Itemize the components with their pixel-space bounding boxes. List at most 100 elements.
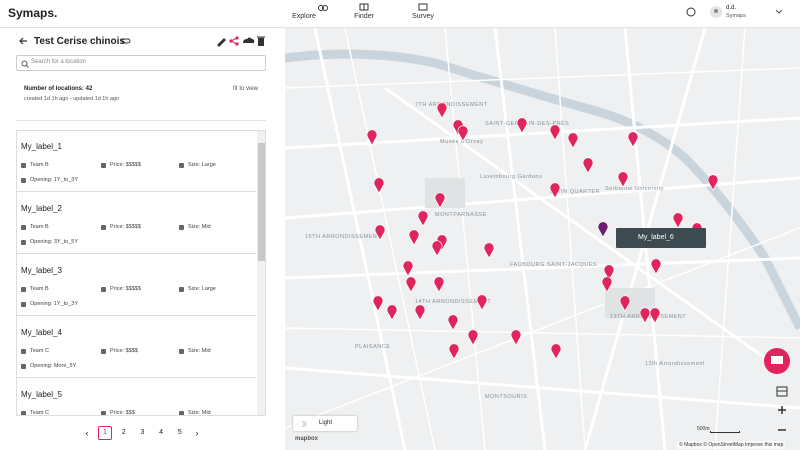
mapbox-logo: mapbox (295, 436, 319, 442)
attribution[interactable]: © Mapbox © OpenStreetMap Improve this ma… (677, 441, 786, 449)
scroll-thumb[interactable] (258, 143, 265, 261)
map-pin[interactable] (447, 314, 459, 331)
toolbar-icons[interactable] (215, 35, 267, 47)
item-price: Price: $$$ (110, 410, 135, 416)
list-item[interactable]: My_label_1 Team B Price: $$$$$ Size: Large O… (17, 134, 256, 192)
map-pin[interactable] (434, 192, 446, 209)
field-icon (21, 178, 26, 183)
dropdown-icon[interactable] (775, 9, 783, 15)
nav-finder[interactable]: Finder (354, 13, 374, 20)
map-label: Sorbonne University (605, 186, 664, 192)
item-size: Size: Large (188, 162, 216, 168)
style-select[interactable]: Light (293, 416, 357, 431)
page-button[interactable]: 5 (177, 429, 182, 436)
list-item[interactable]: My_label_3 Team B Price: $$$$$ Size: Large O… (17, 258, 256, 316)
map-pin[interactable] (436, 102, 448, 119)
field-icon (21, 240, 26, 245)
map-pin[interactable] (650, 258, 662, 275)
map-pin[interactable] (476, 294, 488, 311)
map-pin[interactable] (601, 276, 613, 293)
map-pin[interactable] (414, 304, 426, 321)
divider (16, 120, 266, 121)
search-box[interactable]: Search for a location (16, 55, 266, 71)
style-toggle[interactable] (297, 420, 307, 428)
field-icon (101, 411, 106, 415)
map-pin[interactable] (405, 276, 417, 293)
page-button[interactable]: 1 (98, 426, 112, 440)
map-pin[interactable] (483, 242, 495, 259)
map-pin[interactable] (457, 125, 469, 142)
nav-icon (359, 3, 369, 11)
location-count: Number of locations: 42 (24, 86, 93, 92)
list-item[interactable]: My_label_4 Team C Price: $$$$ Size: Mid Open… (17, 320, 256, 378)
page-button[interactable]: 3 (140, 429, 145, 436)
map-pin[interactable] (372, 295, 384, 312)
map-label: Musée d'Orsay (440, 139, 483, 145)
map-pin[interactable] (366, 129, 378, 146)
item-team: Team B (30, 162, 49, 168)
item-size: Size: Mid (188, 224, 211, 230)
fit-to-view[interactable]: fit to view (233, 86, 259, 92)
map-pin[interactable] (448, 343, 460, 360)
back-icon[interactable] (18, 36, 28, 46)
map-label: 13th Arrondissement (645, 361, 705, 367)
map-label: MONTPARNASSE (435, 212, 487, 218)
map-pin[interactable] (619, 295, 631, 312)
map-pin[interactable] (649, 307, 661, 324)
page-button[interactable]: 4 (159, 429, 164, 436)
map-controls[interactable] (763, 348, 795, 450)
map-label: FAUBOURG SAINT-JACQUES (510, 262, 597, 268)
map-pin[interactable] (433, 276, 445, 293)
map-pin[interactable] (374, 224, 386, 241)
map-pin[interactable] (627, 131, 639, 148)
map-pin[interactable] (408, 229, 420, 246)
list-item[interactable]: My_label_5 Team C Price: $$$ Size: Mid (17, 382, 256, 416)
map-pin[interactable] (386, 304, 398, 321)
map-label: 15TH ARRONDISSEMENT (305, 234, 381, 240)
field-icon (101, 225, 106, 230)
map-pin[interactable] (550, 343, 562, 360)
map-pin[interactable] (402, 260, 414, 277)
map-pin[interactable] (431, 240, 443, 257)
header: Symaps. Explore Finder Survey d.d. Symap… (0, 0, 800, 28)
link-icon[interactable] (121, 37, 131, 45)
map-pin[interactable] (639, 307, 651, 324)
map-pin[interactable] (603, 264, 615, 281)
item-name: My_label_3 (21, 266, 62, 275)
field-icon (21, 163, 26, 168)
map-pin[interactable] (582, 157, 594, 174)
item-name: My_label_4 (21, 328, 62, 337)
field-icon (179, 349, 184, 354)
field-icon (21, 411, 26, 415)
item-opening: Opening: 1Y_to_3Y (30, 177, 79, 183)
prev-page[interactable]: ‹ (85, 428, 89, 438)
item-price: Price: $$$$$ (110, 286, 141, 292)
help-icon[interactable] (686, 7, 696, 17)
map-pin[interactable] (516, 117, 528, 134)
item-price: Price: $$$$$ (110, 224, 141, 230)
field-icon (179, 163, 184, 168)
item-name: My_label_1 (21, 142, 62, 151)
brand[interactable]: Symaps. (8, 6, 58, 20)
map-pin[interactable] (567, 132, 579, 149)
map-pin[interactable] (467, 329, 479, 346)
map-scale: 500m (697, 426, 710, 432)
map-pin[interactable] (707, 174, 719, 191)
map-pin[interactable] (672, 212, 684, 229)
map-pin[interactable] (373, 177, 385, 194)
next-page[interactable]: › (195, 428, 199, 438)
nav-explore[interactable]: Explore (292, 13, 316, 20)
page-button[interactable]: 2 (121, 429, 126, 436)
list-item[interactable]: My_label_2 Team B Price: $$$$$ Size: Mid Ope… (17, 196, 256, 254)
scrollbar[interactable] (257, 131, 265, 415)
field-icon (101, 349, 106, 354)
map-pin[interactable] (417, 210, 429, 227)
map[interactable]: 7TH ARRONDISSEMENTSAINT-GERMAIN-DES-PRÉS… (285, 28, 800, 450)
map-pin-selected[interactable] (597, 221, 609, 238)
item-team: Team C (30, 410, 49, 416)
map-pin[interactable] (617, 171, 629, 188)
map-pin[interactable] (549, 182, 561, 199)
map-pin[interactable] (549, 124, 561, 141)
map-pin[interactable] (510, 329, 522, 346)
nav-survey[interactable]: Survey (412, 13, 434, 20)
